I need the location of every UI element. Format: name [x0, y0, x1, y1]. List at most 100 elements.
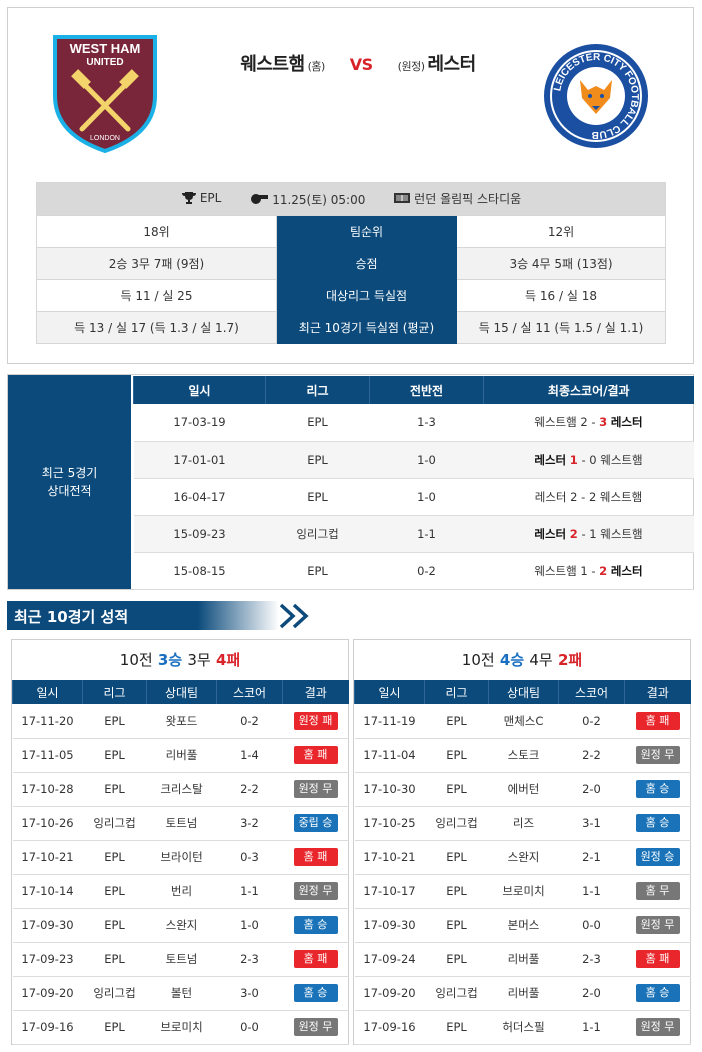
recent-league: EPL	[424, 1010, 489, 1045]
recent-score: 0-3	[216, 840, 283, 875]
h2h-score-2: 0	[589, 452, 597, 467]
recent-row: 17-11-20 EPL 왓포드 0-2 원정 패	[12, 704, 349, 739]
away-tag: (원정)	[397, 60, 425, 73]
h2h-league: EPL	[265, 478, 370, 516]
h2h-team-1: 레스터	[534, 452, 567, 467]
recent-score: 2-2	[558, 738, 625, 773]
recent-opponent: 왓포드	[146, 704, 217, 739]
h2h-league: 잉리그컵	[265, 515, 370, 553]
recent-score: 3-0	[216, 976, 283, 1011]
result-badge: 원정 무	[635, 1018, 680, 1036]
recent-league: EPL	[424, 942, 489, 977]
h2h-row: 17-01-01 EPL 1-0 레스터 1 - 0 웨스트햄	[133, 441, 694, 479]
h2h-final: 웨스트햄 1 - 2 레스터	[483, 552, 694, 590]
recent-date: 17-10-30	[354, 772, 425, 807]
h2h-final: 레스터 2 - 1 웨스트햄	[483, 515, 694, 553]
home-recent-table: 일시 리그 상대팀 스코어 결과 17-11-20 EPL 왓포드 0-2 원정 패 17…	[12, 680, 349, 1045]
h2h-row: 15-09-23 잉리그컵 1-1 레스터 2 - 1 웨스트햄	[133, 515, 694, 553]
result-badge: 홈 승	[635, 984, 680, 1002]
recent-date: 17-09-20	[354, 976, 425, 1011]
h2h-score-2: 1	[589, 526, 597, 541]
rank-label: 팀순위	[276, 215, 457, 248]
h2h-half: 0-2	[369, 552, 484, 590]
recent-league: EPL	[424, 908, 489, 943]
recent-row: 17-09-16 EPL 허더스필 1-1 원정 무	[354, 1010, 691, 1045]
recent-row: 17-10-28 EPL 크리스탈 2-2 원정 무	[12, 772, 349, 807]
h2h-row: 17-03-19 EPL 1-3 웨스트햄 2 - 3 레스터	[133, 404, 694, 442]
recent-opponent: 스완지	[488, 840, 559, 875]
recent-score: 2-0	[558, 772, 625, 807]
away-rank: 12위	[455, 215, 667, 248]
stat-row-points: 2승 3무 7패 (9점) 승점 3승 4무 5패 (13점)	[36, 247, 667, 280]
h2h-half: 1-1	[369, 515, 484, 553]
result-badge: 원정 무	[635, 746, 680, 764]
h2h-team-1: 웨스트햄	[534, 563, 577, 578]
h2h-date: 15-08-15	[133, 552, 266, 590]
recent-result-cell: 홈 패	[624, 942, 691, 977]
recent-league: EPL	[424, 704, 489, 739]
recent-result-cell: 홈 승	[624, 976, 691, 1011]
recent-opponent: 브로미치	[488, 874, 559, 909]
recent-score: 0-2	[558, 704, 625, 739]
h2h-team-2: 레스터	[610, 415, 643, 430]
recent-score: 2-2	[216, 772, 283, 807]
recent-score: 1-1	[216, 874, 283, 909]
recent-date: 17-10-14	[12, 874, 83, 909]
recent-row: 17-09-20 잉리그컵 리버풀 2-0 홈 승	[354, 976, 691, 1011]
home-tag: (홈)	[307, 60, 326, 73]
home-recent-panel: 10전 3승 3무 4패 일시 리그 상대팀 스코어 결과 17-11-20 EP…	[11, 639, 349, 1045]
svg-text:UNITED: UNITED	[86, 57, 123, 68]
recent-row: 17-11-19 EPL 맨체스C 0-2 홈 패	[354, 704, 691, 739]
stadium-label: 런던 올림픽 스타디움	[414, 191, 522, 206]
match-card: WEST HAM UNITED LONDON 웨스트햄 (홈) VS (원정) 레스터 …	[7, 7, 694, 364]
h2h-date: 17-01-01	[133, 441, 266, 479]
h2h-score-2: 3	[599, 415, 608, 430]
recent-result-cell: 홈 패	[282, 738, 349, 773]
recent-score: 0-0	[216, 1010, 283, 1045]
recent-league: EPL	[82, 874, 147, 909]
result-badge: 홈 무	[635, 882, 680, 900]
h2h-score-2: 2	[588, 489, 597, 504]
recent-league: EPL	[82, 840, 147, 875]
stat-row-rank: 18위 팀순위 12위	[36, 215, 667, 248]
recent-date: 17-09-30	[354, 908, 425, 943]
result-badge: 원정 패	[293, 711, 338, 730]
recent-header-row: 일시 리그 상대팀 스코어 결과	[354, 680, 691, 704]
recent-league: EPL	[424, 840, 489, 875]
recent-result-cell: 홈 패	[624, 704, 691, 739]
recent-row: 17-10-14 EPL 번리 1-1 원정 무	[12, 874, 349, 909]
recent-league: EPL	[82, 772, 147, 807]
recent-date: 17-10-26	[12, 806, 83, 841]
recent-result-cell: 중립 승	[282, 806, 349, 841]
recent-league: EPL	[82, 942, 147, 977]
recent-opponent: 에버턴	[488, 772, 559, 807]
recent-row: 17-09-30 EPL 스완지 1-0 홈 승	[12, 908, 349, 943]
recent-opponent: 허더스필	[488, 1010, 559, 1045]
result-badge: 원정 무	[293, 1018, 338, 1036]
recent-row: 17-10-21 EPL 스완지 2-1 원정 승	[354, 840, 691, 875]
h2h-team-1: 웨스트햄	[534, 415, 577, 430]
recent-result-cell: 홈 승	[624, 772, 691, 807]
recent-league: EPL	[82, 1010, 147, 1045]
h2h-score-1: 2	[580, 415, 588, 430]
recent-date: 17-09-20	[12, 976, 83, 1011]
recent-score: 2-3	[216, 942, 283, 977]
recent-date: 17-09-16	[354, 1010, 425, 1045]
home-team-name: 웨스트햄	[240, 54, 305, 75]
recent-result-cell: 홈 패	[282, 942, 349, 977]
recent-date: 17-11-20	[12, 704, 83, 739]
whistle-icon	[251, 194, 269, 205]
recent-date: 17-09-23	[12, 942, 83, 977]
recent-opponent: 스완지	[146, 908, 217, 943]
home-rank: 18위	[36, 215, 277, 248]
recent-opponent: 스토크	[488, 738, 559, 773]
recent-date: 17-09-16	[12, 1010, 83, 1045]
recent-score: 1-1	[558, 874, 625, 909]
h2h-header-half: 전반전	[369, 376, 484, 404]
h2h-team-2: 웨스트햄	[599, 489, 643, 504]
recent-result-cell: 원정 무	[282, 1010, 349, 1045]
head-to-head-section: 최근 5경기 상대전적 일시 리그 전반전 최종스코어/결과 17-03-19 EP…	[7, 374, 694, 590]
h2h-half: 1-0	[369, 478, 484, 516]
datetime-meta: 11.25(토) 05:00	[249, 191, 365, 208]
result-badge: 원정 무	[635, 916, 680, 934]
